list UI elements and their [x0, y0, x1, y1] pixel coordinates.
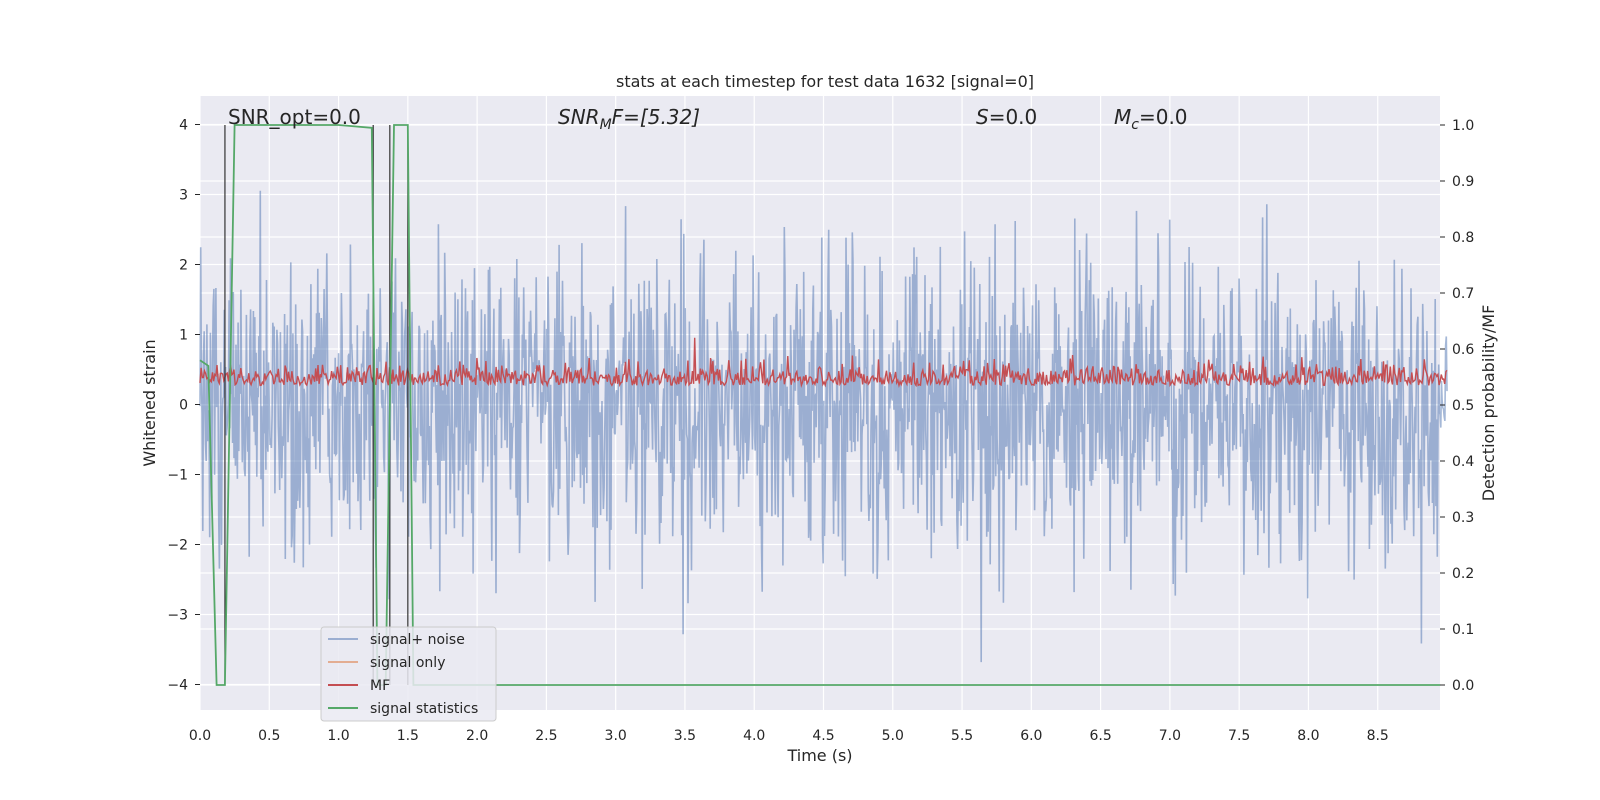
- y-tick-label: 1: [179, 328, 188, 344]
- x-tick-label: 5.0: [882, 728, 904, 744]
- x-tick-label: 4.5: [812, 728, 834, 744]
- x-tick-label: 8.5: [1367, 728, 1389, 744]
- y2-tick-label: 0.2: [1452, 566, 1474, 582]
- x-axis-ticks: 0.0 0.5 1.0 1.5 2.0 2.5 3.0 3.5 4.0 4.5 5.0 5.5 6.0 6…: [189, 728, 1389, 744]
- y2-tick-label: 0.9: [1452, 174, 1474, 190]
- y2-tick-label: 0.8: [1452, 230, 1474, 246]
- y2-tick-label: 0.7: [1452, 286, 1474, 302]
- annotation-mc-rest: =0.0: [1139, 105, 1188, 129]
- x-tick-label: 0.0: [189, 728, 211, 744]
- x-tick-label: 7.0: [1159, 728, 1181, 744]
- y2-axis-label: Detection probability/MF: [1479, 305, 1498, 502]
- signal-statistics-series: [199, 124, 1441, 686]
- x-tick-label: 4.0: [743, 728, 765, 744]
- chart-title: stats at each timestep for test data 163…: [616, 72, 1034, 91]
- y-tick-label: 2: [179, 258, 188, 274]
- y2-tick-label: 0.0: [1452, 678, 1474, 694]
- annotation-s-base: S: [976, 105, 989, 129]
- y-tick-label: −1: [167, 468, 188, 484]
- x-tick-label: 1.5: [397, 728, 419, 744]
- y-tick-label: 3: [179, 188, 188, 204]
- y-tick-label: 4: [179, 118, 188, 134]
- x-tick-label: 7.5: [1228, 728, 1250, 744]
- y-tick-label: 0: [179, 398, 188, 414]
- y2-tick-label: 0.6: [1452, 342, 1474, 358]
- x-tick-label: 6.0: [1020, 728, 1042, 744]
- annotation-mc-base: M: [1114, 105, 1131, 129]
- y-tick-label: −4: [167, 678, 188, 694]
- legend: signal+ noise signal only MF signal stat…: [320, 626, 497, 722]
- annotation-s: S=0.0: [976, 105, 1037, 129]
- legend-label-signal-only: signal only: [370, 655, 445, 671]
- y2-tick-label: 0.4: [1452, 454, 1474, 470]
- x-tick-label: 5.5: [951, 728, 973, 744]
- x-tick-label: 0.5: [258, 728, 280, 744]
- annotation-snr-mf-base: SNR: [558, 105, 600, 129]
- signal-statistics-line: [199, 124, 1441, 686]
- x-axis-label: Time (s): [786, 746, 852, 765]
- annotation-snr-opt: SNR_opt=0.0: [228, 105, 361, 129]
- y2-tick-label: 1.0: [1452, 118, 1474, 134]
- annotation-snr-mf-sub: M: [600, 117, 612, 133]
- legend-label-signal-noise: signal+ noise: [370, 632, 465, 648]
- y2-tick-label: 0.3: [1452, 510, 1474, 526]
- y-axis-label: Whitened strain: [140, 339, 159, 466]
- x-tick-label: 8.0: [1297, 728, 1319, 744]
- y2-tick-label: 0.5: [1452, 398, 1474, 414]
- annotation-snr-mf: SNRMF=[5.32]: [558, 105, 700, 133]
- legend-label-mf: MF: [370, 678, 390, 694]
- annotation-mc: Mc=0.0: [1114, 105, 1188, 133]
- x-tick-label: 3.5: [674, 728, 696, 744]
- x-tick-label: 2.5: [535, 728, 557, 744]
- y2-axis-ticks: 1.0 0.9 0.8 0.7 0.6 0.5 0.4 0.3 0.2 0.1 0.0: [1440, 118, 1474, 694]
- annotation-mc-sub: c: [1131, 117, 1139, 133]
- y-axis-ticks: 4 3 2 1 0 −1 −2 −3 −4: [167, 118, 200, 694]
- y2-tick-label: 0.1: [1452, 622, 1474, 638]
- annotation-s-rest: =0.0: [989, 105, 1038, 129]
- legend-label-signal-statistics: signal statistics: [370, 701, 478, 717]
- x-tick-label: 2.0: [466, 728, 488, 744]
- x-tick-label: 3.0: [605, 728, 627, 744]
- y-tick-label: −2: [167, 538, 188, 554]
- annotation-snr-mf-rest: F=[5.32]: [612, 105, 700, 129]
- x-tick-label: 1.0: [327, 728, 349, 744]
- x-tick-label: 6.5: [1089, 728, 1111, 744]
- legend-box: [320, 626, 497, 722]
- y-tick-label: −3: [167, 608, 188, 624]
